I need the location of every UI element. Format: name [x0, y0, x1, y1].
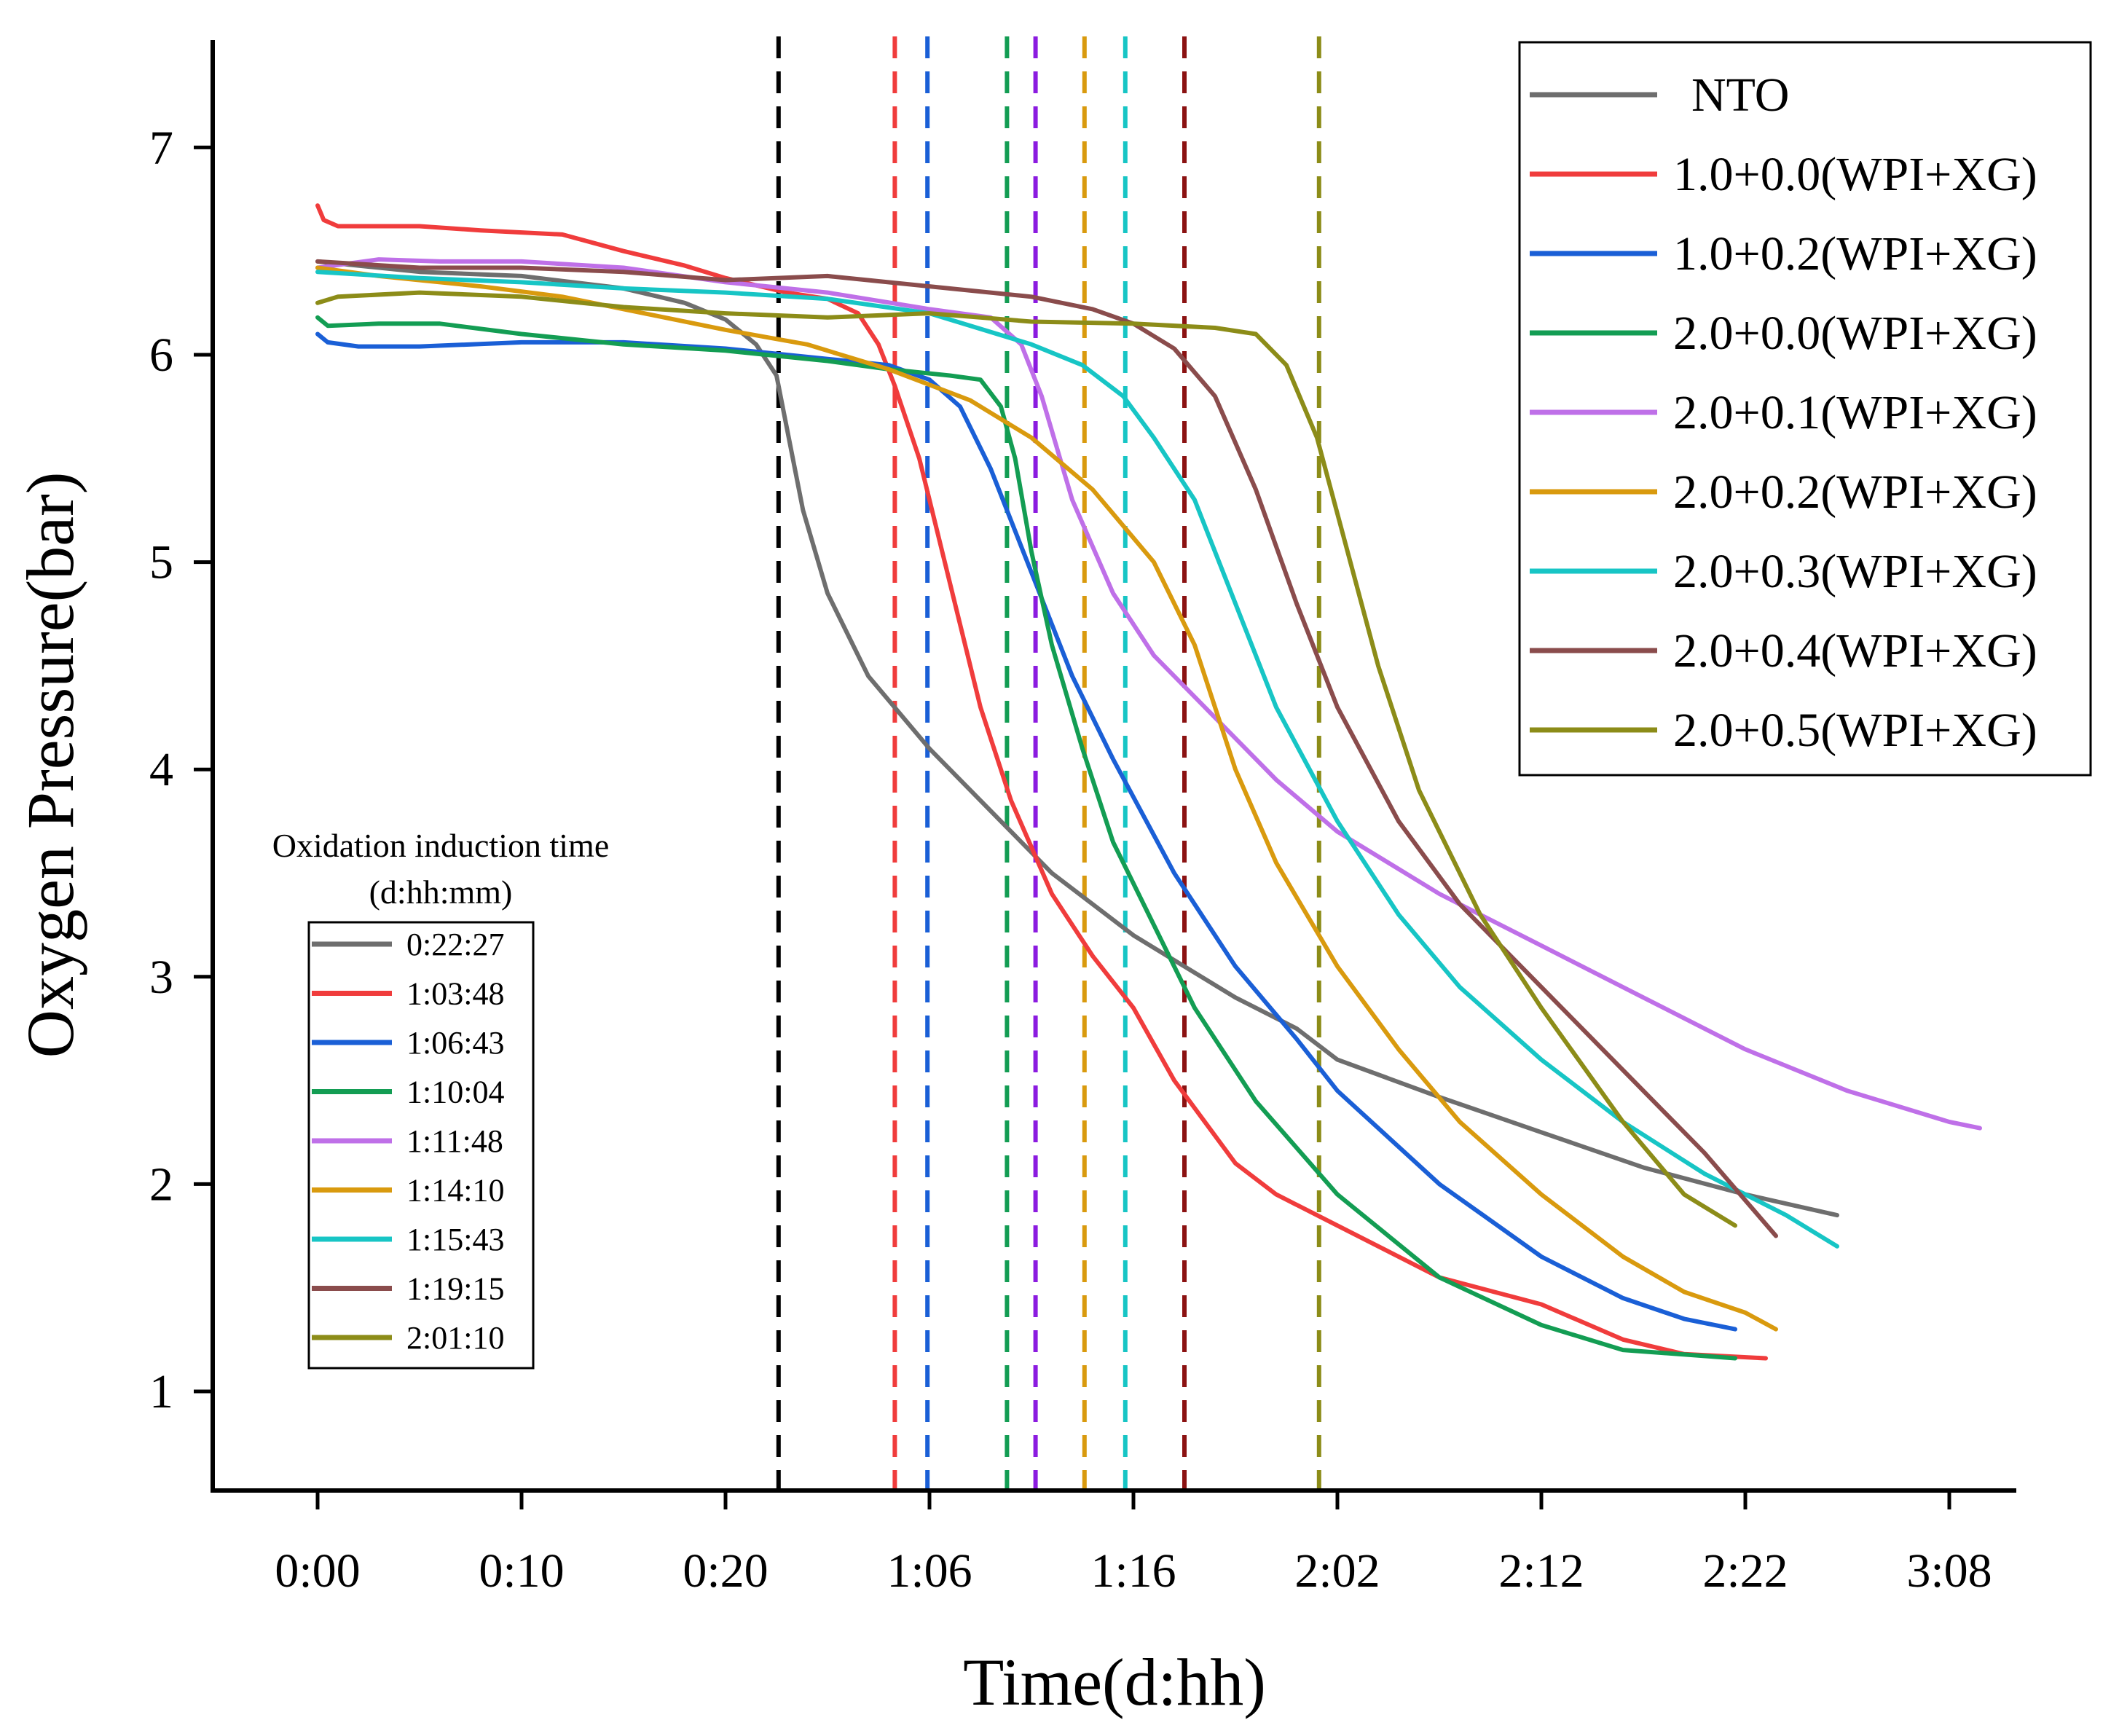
series-line-2: [315, 331, 1737, 1332]
vertical-lines-layer: [776, 36, 1321, 1490]
x-axis-title: Time(d:hh): [963, 1645, 1266, 1719]
legend-label-1: 1.0+0.0(WPI+XG): [1673, 148, 2037, 201]
inset-label-1: 1:03:48: [406, 976, 504, 1012]
x-tick-label-2: 0:20: [683, 1544, 768, 1598]
x-tick-label-4: 1:16: [1090, 1544, 1176, 1598]
series-line-7: [315, 259, 1778, 1238]
x-tick-label-1: 0:10: [479, 1544, 564, 1598]
legend-label-6: 2.0+0.3(WPI+XG): [1673, 545, 2037, 598]
legend-label-8: 2.0+0.5(WPI+XG): [1673, 704, 2037, 757]
series-line-3: [315, 315, 1737, 1361]
y-tick-label-0: 1: [149, 1365, 173, 1418]
inset-label-3: 1:10:04: [406, 1075, 504, 1110]
legend-label-4: 2.0+0.1(WPI+XG): [1673, 386, 2037, 439]
inset-subtitle: (d:hh:mm): [369, 873, 513, 911]
legend-label-7: 2.0+0.4(WPI+XG): [1673, 624, 2037, 677]
inset-box: [307, 921, 535, 1370]
y-ticks: 1 2 3 4 5 6 7: [149, 121, 213, 1418]
x-tick-label-6: 2:12: [1498, 1544, 1584, 1598]
x-tick-label-3: 1:06: [887, 1544, 972, 1598]
x-ticks: 0:00 0:10 0:20 1:06 1:16 2:02 2:12 2:22 3:08: [275, 1490, 1992, 1598]
inset-legend: Oxidation induction time (d:hh:mm) 0:22:…: [272, 827, 610, 1370]
axes: [211, 40, 2016, 1493]
inset-label-2: 1:06:43: [406, 1025, 504, 1061]
x-tick-label-7: 2:22: [1702, 1544, 1788, 1598]
series-layer: [315, 203, 1982, 1361]
y-axis-title: Oxygen Pressure(bar): [13, 472, 87, 1059]
legend-label-0: NTO: [1691, 68, 1789, 122]
legend: NTO 1.0+0.0(WPI+XG) 1.0+0.2(WPI+XG) 2.0+0.0…: [1518, 41, 2092, 777]
inset-label-0: 0:22:27: [406, 927, 504, 962]
y-tick-label-6: 7: [149, 121, 173, 174]
x-tick-label-5: 2:02: [1294, 1544, 1380, 1598]
inset-label-8: 2:01:10: [406, 1320, 504, 1356]
legend-label-3: 2.0+0.0(WPI+XG): [1673, 307, 2037, 360]
series-line-1: [315, 203, 1768, 1361]
inset-label-6: 1:15:43: [406, 1222, 504, 1257]
inset-label-5: 1:14:10: [406, 1173, 504, 1209]
y-tick-label-1: 2: [149, 1158, 173, 1211]
legend-label-5: 2.0+0.2(WPI+XG): [1673, 466, 2037, 519]
series-line-4: [315, 257, 1982, 1131]
series-line-0: [315, 259, 1839, 1218]
x-tick-label-0: 0:00: [275, 1544, 360, 1598]
y-tick-label-3: 4: [149, 743, 173, 796]
y-tick-label-2: 3: [149, 951, 173, 1004]
series-line-6: [315, 270, 1839, 1249]
inset-label-7: 1:19:15: [406, 1271, 504, 1307]
y-tick-label-4: 5: [149, 536, 173, 589]
series-line-8: [315, 290, 1737, 1228]
legend-label-2: 1.0+0.2(WPI+XG): [1673, 227, 2037, 280]
y-tick-label-5: 6: [149, 329, 173, 382]
inset-label-4: 1:11:48: [406, 1123, 503, 1159]
inset-title: Oxidation induction time: [272, 827, 610, 864]
x-tick-label-8: 3:08: [1906, 1544, 1992, 1598]
